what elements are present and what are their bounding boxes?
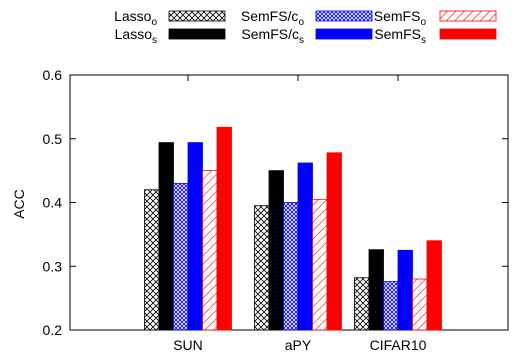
legend-label: SemFSs <box>374 26 426 46</box>
bar-lasso-s-cifar10 <box>368 249 384 331</box>
bar-semfsc-s-apy <box>297 162 313 331</box>
bar-semfs-o-cifar10 <box>412 278 428 331</box>
y-tick-label: 0.6 <box>43 67 63 83</box>
bar-semfsc-o-apy <box>283 202 299 331</box>
legend-series-subscript: s <box>152 35 157 46</box>
legend-series-name: SemFS/c <box>241 8 299 24</box>
bar-lasso-o-cifar10 <box>354 277 370 331</box>
bar-semfsc-o-cifar10 <box>383 281 399 331</box>
legend-swatch <box>315 28 373 40</box>
legend-series-subscript: s <box>299 35 304 46</box>
legend-label: Lassos <box>115 26 157 46</box>
legend-series-subscript: o <box>298 17 304 28</box>
plot-area: 0.2 0.3 0.4 0.5 0.6 SUN aPY CIFAR10 <box>43 67 509 353</box>
legend-label: Lassoo <box>114 8 157 28</box>
bar-lasso-s-apy <box>268 170 284 331</box>
bar-semfs-s-apy <box>326 152 342 331</box>
bar-lasso-o-apy <box>254 205 270 331</box>
legend-series-name: Lasso <box>115 26 153 42</box>
legend-swatch <box>168 10 226 22</box>
bar-lasso-s-sun <box>158 142 174 331</box>
legend-series-name: SemFS <box>374 8 421 24</box>
bar-semfsc-s-cifar10 <box>397 249 413 331</box>
bar-semfsc-s-sun <box>187 142 203 331</box>
y-axis-title: ACC <box>11 189 27 219</box>
legend-swatch <box>168 28 226 40</box>
y-tick-label: 0.3 <box>43 258 63 274</box>
y-tick-label: 0.5 <box>43 131 63 147</box>
legend-series-subscript: o <box>151 17 157 28</box>
bar-semfsc-o-sun <box>173 182 189 331</box>
bar-semfs-o-sun <box>202 170 218 331</box>
legend-swatch <box>439 28 497 40</box>
y-tick-label: 0.4 <box>43 195 63 211</box>
legend-series-name: SemFS <box>374 26 421 42</box>
bar-semfs-s-sun <box>216 126 232 331</box>
legend-swatch <box>315 10 373 22</box>
x-tick-label: SUN <box>173 337 203 353</box>
bar-semfs-o-apy <box>312 198 328 331</box>
legend-series-subscript: s <box>421 35 426 46</box>
x-tick-label: CIFAR10 <box>370 337 427 353</box>
legend-series-name: SemFS/c <box>241 26 299 42</box>
bar-semfs-s-cifar10 <box>426 240 442 331</box>
legend-label: SemFS/cs <box>241 26 304 46</box>
legend-series-subscript: o <box>420 17 426 28</box>
legend-label: SemFS/co <box>241 8 305 28</box>
legend-swatch <box>439 10 497 22</box>
bar-lasso-o-sun <box>144 189 160 331</box>
legend-label: SemFSo <box>374 8 427 28</box>
legend-series-name: Lasso <box>114 8 152 24</box>
y-tick-label: 0.2 <box>43 322 63 338</box>
x-tick-label: aPY <box>285 337 312 353</box>
